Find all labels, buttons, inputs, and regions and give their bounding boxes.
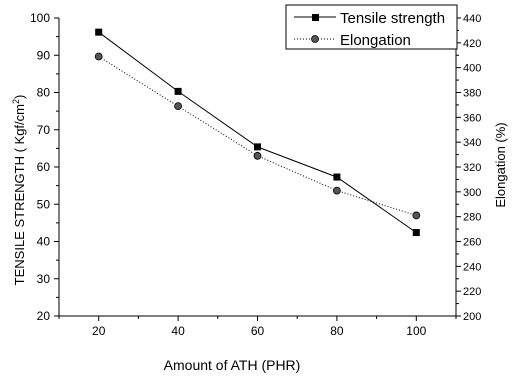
legend-label-tensile: Tensile strength [340, 10, 445, 27]
data-point-tensile [174, 87, 182, 95]
y-right-tick-label: 280 [463, 212, 481, 224]
x-tick-label: 100 [406, 324, 426, 338]
y-right-tick-label: 380 [463, 88, 481, 100]
data-point-elongation [174, 102, 183, 111]
y-left-tick-label: 90 [37, 48, 51, 62]
data-point-tensile [95, 28, 103, 36]
data-point-tensile [254, 143, 261, 151]
legend: Tensile strength Elongation [285, 4, 458, 50]
y-right-tick-label: 340 [463, 137, 481, 149]
y-left-tick-label: 80 [37, 86, 51, 100]
legend-marker-tensile [312, 14, 319, 21]
axes [58, 18, 457, 317]
y-right-tick-label: 440 [463, 13, 481, 25]
legend-marker-elongation [311, 35, 319, 43]
series-line-tensile [98, 31, 417, 234]
y-right-tick-label: 360 [463, 112, 481, 124]
y-right-tick-label: 240 [463, 261, 481, 273]
y-left-tick-label: 70 [37, 123, 51, 137]
y-axis-left-label: TENSILE STRENGTH ( Kgf/cm2) [11, 95, 27, 286]
y-right-tick-label: 400 [463, 63, 481, 75]
y-right-tick-label: 200 [463, 311, 481, 323]
y-axis-right-label: Elongation (%) [493, 122, 508, 207]
y-left-tick-label: 100 [30, 11, 50, 25]
data-point-elongation [332, 186, 341, 195]
y-right-tick-label: 320 [463, 162, 481, 174]
data-point-tensile [412, 229, 420, 237]
x-tick-label: 60 [251, 324, 265, 338]
y-right-tick-label: 420 [463, 38, 481, 50]
x-tick-label: 80 [330, 324, 344, 338]
data-point-elongation [412, 211, 421, 220]
y-left-tick-label: 50 [37, 197, 51, 211]
data-point-elongation [94, 52, 103, 61]
y-left-tick-label: 20 [37, 309, 51, 323]
y-right-tick-label: 300 [463, 187, 481, 199]
x-axis-label: Amount of ATH (PHR) [164, 357, 301, 373]
y-right-tick-label: 260 [463, 237, 481, 249]
y-left-tick-label: 40 [37, 235, 51, 249]
x-tick-label: 20 [92, 324, 106, 338]
legend-label-elongation: Elongation [340, 32, 411, 49]
data-point-tensile [333, 173, 341, 181]
data-point-elongation [253, 151, 262, 160]
y-right-tick-label: 220 [463, 286, 481, 298]
series-layer [94, 28, 421, 237]
y-left-tick-label: 30 [37, 272, 51, 286]
series-line-elongation [98, 56, 417, 216]
y-left-tick-label: 60 [37, 160, 51, 174]
legend-box [285, 4, 458, 50]
x-tick-label: 40 [171, 324, 185, 338]
tick-marks: 20 40 60 80 100 20 30 40 50 60 70 80 90 100 200 220 240 2… [30, 11, 481, 338]
